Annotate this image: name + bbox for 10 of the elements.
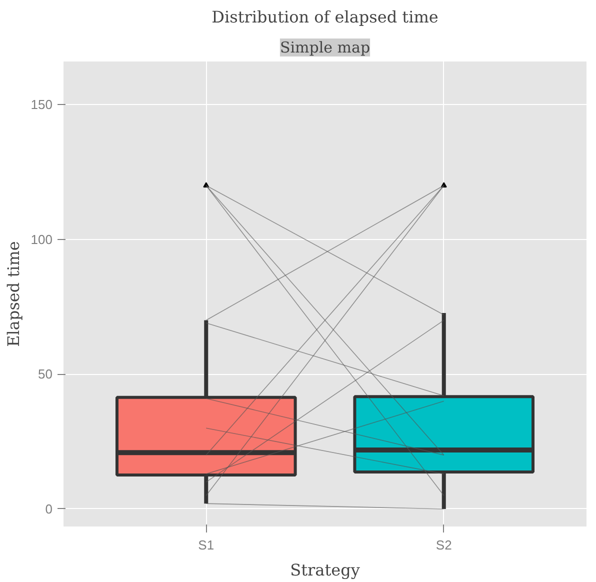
x-tick-label: S2 — [436, 538, 452, 552]
y-tick-label: 100 — [30, 232, 53, 247]
y-tick-label: 0 — [45, 501, 53, 516]
x-tick-label: S1 — [198, 538, 214, 552]
chart-subtitle: Simple map — [280, 38, 370, 56]
y-tick-label: 50 — [38, 366, 53, 382]
x-axis-title: Strategy — [290, 560, 360, 580]
y-axis-title: Elapsed time — [4, 241, 23, 347]
y-tick-label: 150 — [30, 97, 53, 112]
chart-title: Distribution of elapsed time — [212, 8, 438, 26]
